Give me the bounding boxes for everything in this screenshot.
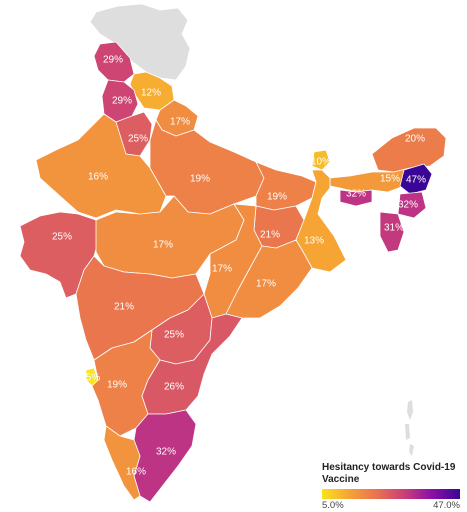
region-value-label: 12% (141, 88, 161, 99)
region-manipur (397, 191, 427, 219)
region-uttar-pradesh (149, 119, 265, 215)
region-value-label: 10% (311, 157, 331, 168)
region-value-label: 15% (380, 174, 400, 185)
region-value-label: 32% (346, 189, 366, 200)
region-value-label: 26% (164, 382, 184, 393)
legend-gradient-bar (322, 489, 460, 499)
region-rajasthan (35, 113, 167, 219)
region-value-label: 16% (88, 172, 108, 183)
region-value-label: 17% (256, 279, 276, 290)
color-legend: Hesitancy towards Covid-19 Vaccine 5.0% … (322, 462, 462, 511)
region-value-label: 29% (112, 96, 132, 107)
region-value-label: 20% (405, 134, 425, 145)
region-sikkim (311, 149, 331, 171)
region-value-label: 32% (398, 200, 418, 211)
region-value-label: 32% (156, 447, 176, 458)
region-value-label: 19% (190, 174, 210, 185)
region-nagaland (399, 163, 433, 195)
region-value-label: 25% (52, 232, 72, 243)
region-mizoram (379, 211, 405, 253)
region-value-label: 17% (212, 264, 232, 275)
region-value-label: 5% (86, 373, 101, 384)
region-andhra-pradesh (141, 313, 243, 415)
region-assam (329, 167, 411, 193)
region-value-label: 25% (164, 330, 184, 341)
legend-ticks: 5.0% 47.0% (322, 499, 462, 511)
andaman-islands (405, 400, 414, 456)
region-value-label: 16% (126, 467, 146, 478)
region-value-label: 17% (170, 117, 190, 128)
region-odisha (225, 239, 313, 319)
region-value-label: 21% (114, 302, 134, 313)
region-value-label: 19% (267, 192, 287, 203)
region-kerala (103, 425, 141, 501)
region-west-bengal (295, 169, 347, 273)
region-value-label: 25% (128, 134, 148, 145)
region-arunachal-pradesh (371, 127, 447, 173)
region-value-label: 47% (406, 175, 426, 186)
region-value-label: 29% (103, 55, 123, 66)
region-value-label: 17% (153, 240, 173, 251)
legend-min-label: 5.0% (322, 500, 344, 511)
region-value-label: 19% (107, 380, 127, 391)
region-value-label: 31% (384, 223, 404, 234)
region-value-label: 21% (260, 230, 280, 241)
legend-title: Hesitancy towards Covid-19 Vaccine (322, 462, 456, 485)
region-no-data-ladakh (89, 3, 191, 81)
region-meghalaya (339, 189, 373, 207)
region-value-label: 13% (304, 236, 324, 247)
legend-max-label: 47.0% (433, 500, 460, 511)
region-bihar (255, 161, 317, 211)
